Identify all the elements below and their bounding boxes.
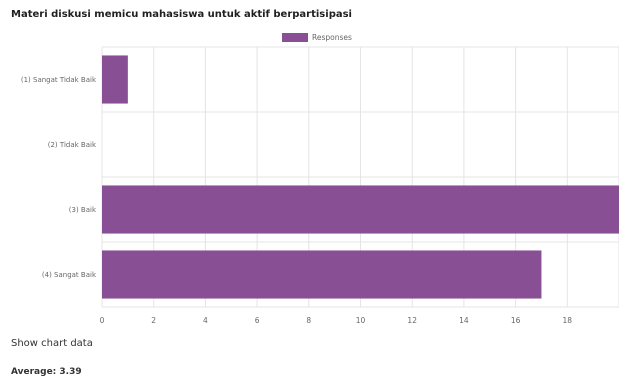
average-value: Average: 3.39: [11, 367, 82, 377]
bar-1[interactable]: [102, 55, 128, 104]
label-layer: 0246810121416182(1) Sangat Tidak Baik(2)…: [21, 76, 573, 325]
x-tick-label-8: 16: [511, 316, 521, 325]
category-label-2: (2) Tidak Baik: [48, 141, 97, 149]
x-tick-label-3: 6: [255, 316, 260, 325]
bar-layer: [102, 55, 619, 299]
x-tick-label-2: 4: [203, 316, 208, 325]
category-label-4: (4) Sangat Baik: [42, 271, 97, 279]
chart-title: Materi diskusi memicu mahasiswa untuk ak…: [11, 9, 352, 20]
legend: Responses: [282, 32, 352, 42]
x-tick-label-9: 18: [563, 316, 573, 325]
show-chart-data-link[interactable]: Show chart data: [11, 338, 93, 349]
x-tick-label-0: 0: [100, 316, 105, 325]
x-tick-label-7: 14: [459, 316, 469, 325]
category-label-1: (1) Sangat Tidak Baik: [21, 76, 97, 84]
grid-layer: [101, 46, 619, 308]
x-tick-label-1: 2: [151, 316, 156, 325]
legend-label-responses: Responses: [312, 32, 352, 42]
bar-3[interactable]: [102, 185, 619, 234]
legend-swatch: [282, 32, 308, 42]
x-tick-label-5: 10: [356, 316, 366, 325]
bar-4[interactable]: [102, 250, 542, 299]
x-tick-label-4: 8: [306, 316, 311, 325]
category-label-3: (3) Baik: [69, 206, 97, 214]
x-tick-label-6: 12: [407, 316, 417, 325]
